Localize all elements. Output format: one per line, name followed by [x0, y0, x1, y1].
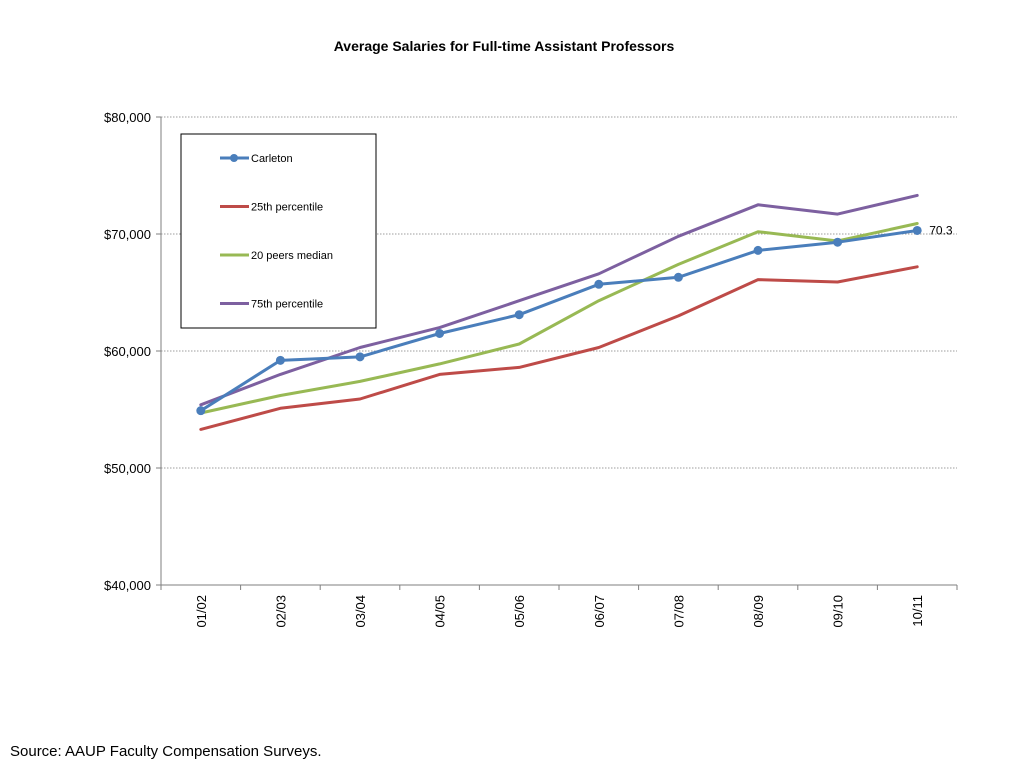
x-tick-label: 10/11 — [910, 595, 925, 627]
x-tick-label: 08/09 — [751, 595, 766, 628]
legend-label: 75th percentile — [251, 299, 323, 311]
y-tick-label: $40,000 — [104, 578, 151, 593]
source-note: Source: AAUP Faculty Compensation Survey… — [10, 743, 322, 760]
x-tick-label: 06/07 — [592, 595, 607, 628]
data-point — [514, 310, 524, 320]
data-point — [594, 279, 604, 289]
legend: Carleton 25th percentile 20 peers median 75… — [180, 133, 377, 329]
legend-marker — [230, 154, 238, 162]
x-tick-label: 07/08 — [671, 595, 686, 628]
data-point — [275, 355, 285, 365]
data-label: 70.3 — [929, 223, 953, 237]
data-point — [912, 225, 922, 235]
series-group — [196, 193, 922, 431]
line-chart: $40,000 $50,000 $60,000 $70,000 $80,000 01/0… — [104, 110, 958, 628]
y-axis-ticks: $40,000 $50,000 $60,000 $70,000 $80,000 — [104, 110, 161, 593]
x-axis-ticks: 01/02 02/03 03/04 04/05 05/06 06/07 07/08 08/09… — [160, 585, 958, 628]
data-point — [833, 237, 843, 247]
x-tick-label: 01/02 — [194, 595, 209, 628]
legend-label: Carleton — [251, 153, 293, 165]
series-line — [199, 193, 919, 407]
x-tick-label: 09/10 — [831, 595, 846, 628]
legend-label: 20 peers median — [251, 250, 333, 262]
data-point — [753, 245, 763, 255]
y-tick-label: $50,000 — [104, 461, 151, 476]
y-tick-label: $80,000 — [104, 110, 151, 125]
legend-box — [180, 133, 377, 329]
x-tick-label: 05/06 — [512, 595, 527, 628]
x-tick-label: 03/04 — [353, 595, 368, 628]
annotations: 70.3 — [929, 223, 953, 237]
x-tick-label: 04/05 — [433, 595, 448, 628]
data-point — [196, 406, 206, 416]
y-tick-label: $70,000 — [104, 227, 151, 242]
data-point — [355, 352, 365, 362]
data-point — [435, 328, 445, 338]
chart-title: Average Salaries for Full-time Assistant… — [333, 38, 675, 54]
series-line — [199, 229, 919, 413]
legend-label: 25th percentile — [251, 202, 323, 214]
data-point — [673, 272, 683, 282]
series-line — [199, 222, 919, 415]
series-line — [199, 265, 919, 431]
x-tick-label: 02/03 — [273, 595, 288, 628]
y-tick-label: $60,000 — [104, 344, 151, 359]
